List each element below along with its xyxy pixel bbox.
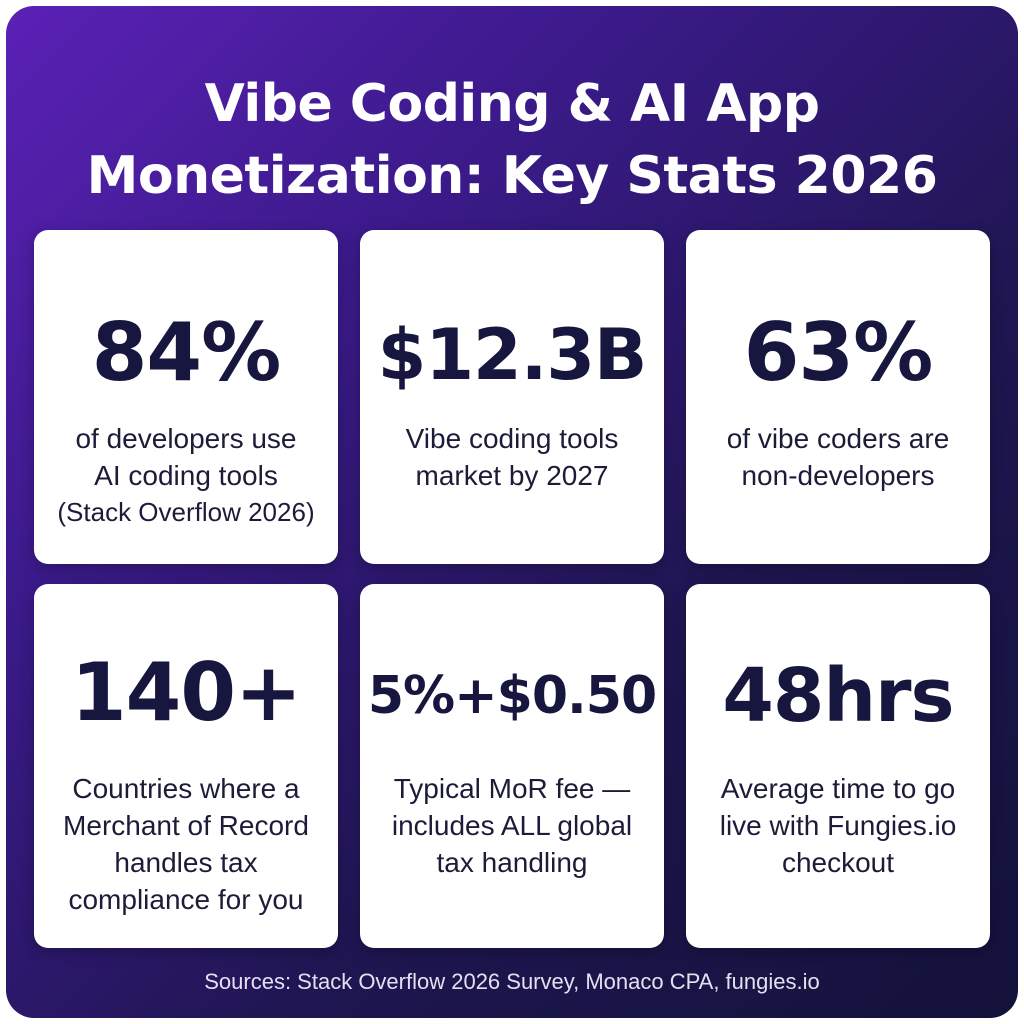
description-line: compliance for you — [68, 884, 304, 915]
description-line: of developers use — [75, 423, 297, 454]
title-line-2: Monetization: Key Stats 2026 — [86, 146, 938, 206]
stat-card-countries: 140+ Countries where a Merchant of Recor… — [34, 584, 338, 948]
stat-card-mor-fee: 5%+$0.50 Typical MoR fee — includes ALL … — [360, 584, 664, 948]
stat-card-time-to-live: 48hrs Average time to go live with Fungi… — [686, 584, 990, 948]
description-line: AI coding tools — [94, 460, 278, 491]
stat-value: 84% — [91, 306, 281, 399]
stat-description: of developers use AI coding tools (Stack… — [42, 420, 330, 531]
stat-value: 63% — [743, 306, 933, 399]
description-line: checkout — [781, 847, 895, 878]
title-line-1: Vibe Coding & AI App — [204, 74, 820, 134]
description-line: tax handling — [436, 847, 588, 878]
stat-value: 5%+$0.50 — [367, 666, 657, 726]
stat-card-developers-ai-usage: 84% of developers use AI coding tools (S… — [34, 230, 338, 564]
infographic-title: Vibe Coding & AI App Monetization: Key S… — [6, 68, 1018, 212]
stat-description: Vibe coding tools market by 2027 — [368, 420, 656, 494]
stat-card-market-size: $12.3B Vibe coding tools market by 2027 — [360, 230, 664, 564]
stat-value: $12.3B — [377, 314, 648, 396]
stat-description: of vibe coders are non-developers — [694, 420, 982, 494]
stat-description: Typical MoR fee — includes ALL global ta… — [368, 770, 656, 881]
description-line: Average time to go — [720, 773, 956, 804]
description-line: Typical MoR fee — — [393, 773, 631, 804]
description-line: Vibe coding tools — [405, 423, 619, 454]
description-line: non-developers — [741, 460, 935, 491]
description-line: market by 2027 — [415, 460, 609, 491]
stat-description: Average time to go live with Fungies.io … — [694, 770, 982, 881]
description-source: (Stack Overflow 2026) — [57, 497, 315, 527]
stat-value: 140+ — [70, 646, 302, 739]
description-line: handles tax — [114, 847, 258, 878]
description-line: Countries where a — [72, 773, 300, 804]
sources-footer: Sources: Stack Overflow 2026 Survey, Mon… — [204, 969, 820, 994]
description-line: live with Fungies.io — [719, 810, 957, 841]
stat-description: Countries where a Merchant of Record han… — [42, 770, 330, 918]
description-line: Merchant of Record — [63, 810, 309, 841]
stat-card-non-developers: 63% of vibe coders are non-developers — [686, 230, 990, 564]
infographic-panel: Vibe Coding & AI App Monetization: Key S… — [6, 6, 1018, 1018]
description-line: of vibe coders are — [726, 423, 950, 454]
description-line: includes ALL global — [391, 810, 633, 841]
stat-value: 48hrs — [722, 653, 954, 739]
